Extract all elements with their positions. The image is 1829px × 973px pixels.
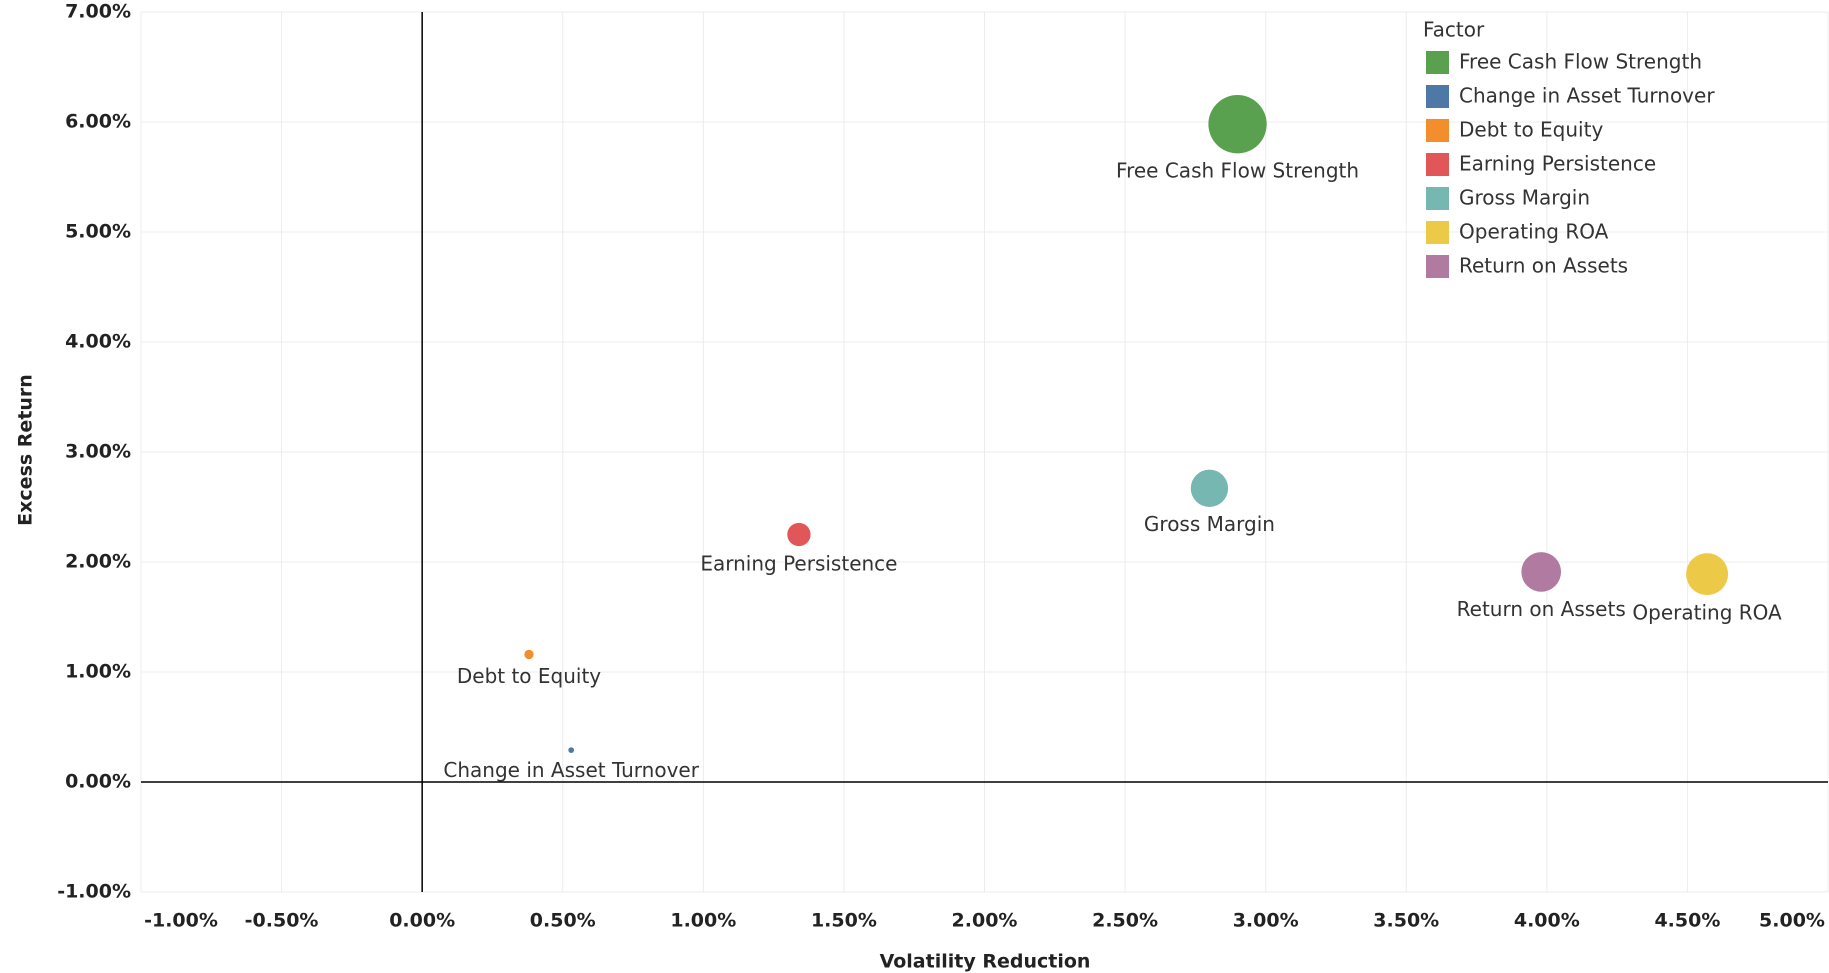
bubble <box>1190 469 1229 507</box>
data-label: Earning Persistence <box>700 551 897 575</box>
data-label: Return on Assets <box>1457 597 1626 621</box>
legend-label: Earning Persistence <box>1459 152 1656 176</box>
legend-label: Return on Assets <box>1459 254 1628 278</box>
bubble <box>787 522 811 547</box>
legend-label: Gross Margin <box>1459 186 1590 210</box>
y-tick-label: 1.00% <box>65 661 131 683</box>
legend-label: Change in Asset Turnover <box>1459 84 1715 108</box>
x-tick-label: 3.50% <box>1373 910 1439 932</box>
legend-swatch <box>1426 85 1449 108</box>
bubble <box>568 747 575 753</box>
x-tick-label: 4.50% <box>1654 910 1720 932</box>
y-tick-label: 5.00% <box>65 221 131 243</box>
y-tick-label: 4.00% <box>65 331 131 353</box>
legend-swatch <box>1426 187 1449 210</box>
legend-label: Free Cash Flow Strength <box>1459 50 1702 74</box>
bubble <box>1686 553 1729 596</box>
legend-swatch <box>1426 119 1449 142</box>
y-tick-label: 6.00% <box>65 111 131 133</box>
bubble <box>1208 95 1267 154</box>
legend-swatch <box>1426 51 1449 74</box>
bubble <box>1521 552 1562 592</box>
y-tick-label: -1.00% <box>57 881 131 903</box>
x-tick-label: 1.50% <box>811 910 877 932</box>
legend-label: Debt to Equity <box>1459 118 1603 142</box>
y-axis-title: Excess Return <box>15 374 37 526</box>
x-tick-label: 0.50% <box>530 910 596 932</box>
x-tick-label: 2.50% <box>1092 910 1158 932</box>
data-label: Gross Margin <box>1144 512 1275 536</box>
x-tick-label: -0.50% <box>245 910 319 932</box>
legend-label: Operating ROA <box>1459 220 1609 244</box>
legend-title: Factor <box>1423 18 1485 42</box>
x-tick-label: 1.00% <box>670 910 736 932</box>
x-tick-label: 5.00% <box>1759 910 1825 932</box>
data-label: Free Cash Flow Strength <box>1116 159 1359 183</box>
x-tick-label: 3.00% <box>1233 910 1299 932</box>
legend-swatch <box>1426 255 1449 278</box>
x-axis-title: Volatility Reduction <box>880 951 1091 973</box>
data-label: Operating ROA <box>1632 600 1782 624</box>
x-tick-label: 2.00% <box>952 910 1018 932</box>
y-tick-label: 2.00% <box>65 551 131 573</box>
y-tick-label: 7.00% <box>65 1 131 23</box>
bubble <box>524 649 534 660</box>
y-tick-label: 0.00% <box>65 771 131 793</box>
legend-swatch <box>1426 153 1449 176</box>
data-label: Change in Asset Turnover <box>443 758 699 782</box>
data-label: Debt to Equity <box>457 664 601 688</box>
x-tick-label: -1.00% <box>144 910 218 932</box>
x-tick-label: 0.00% <box>389 910 455 932</box>
y-tick-label: 3.00% <box>65 441 131 463</box>
legend-swatch <box>1426 221 1449 244</box>
x-tick-label: 4.00% <box>1514 910 1580 932</box>
